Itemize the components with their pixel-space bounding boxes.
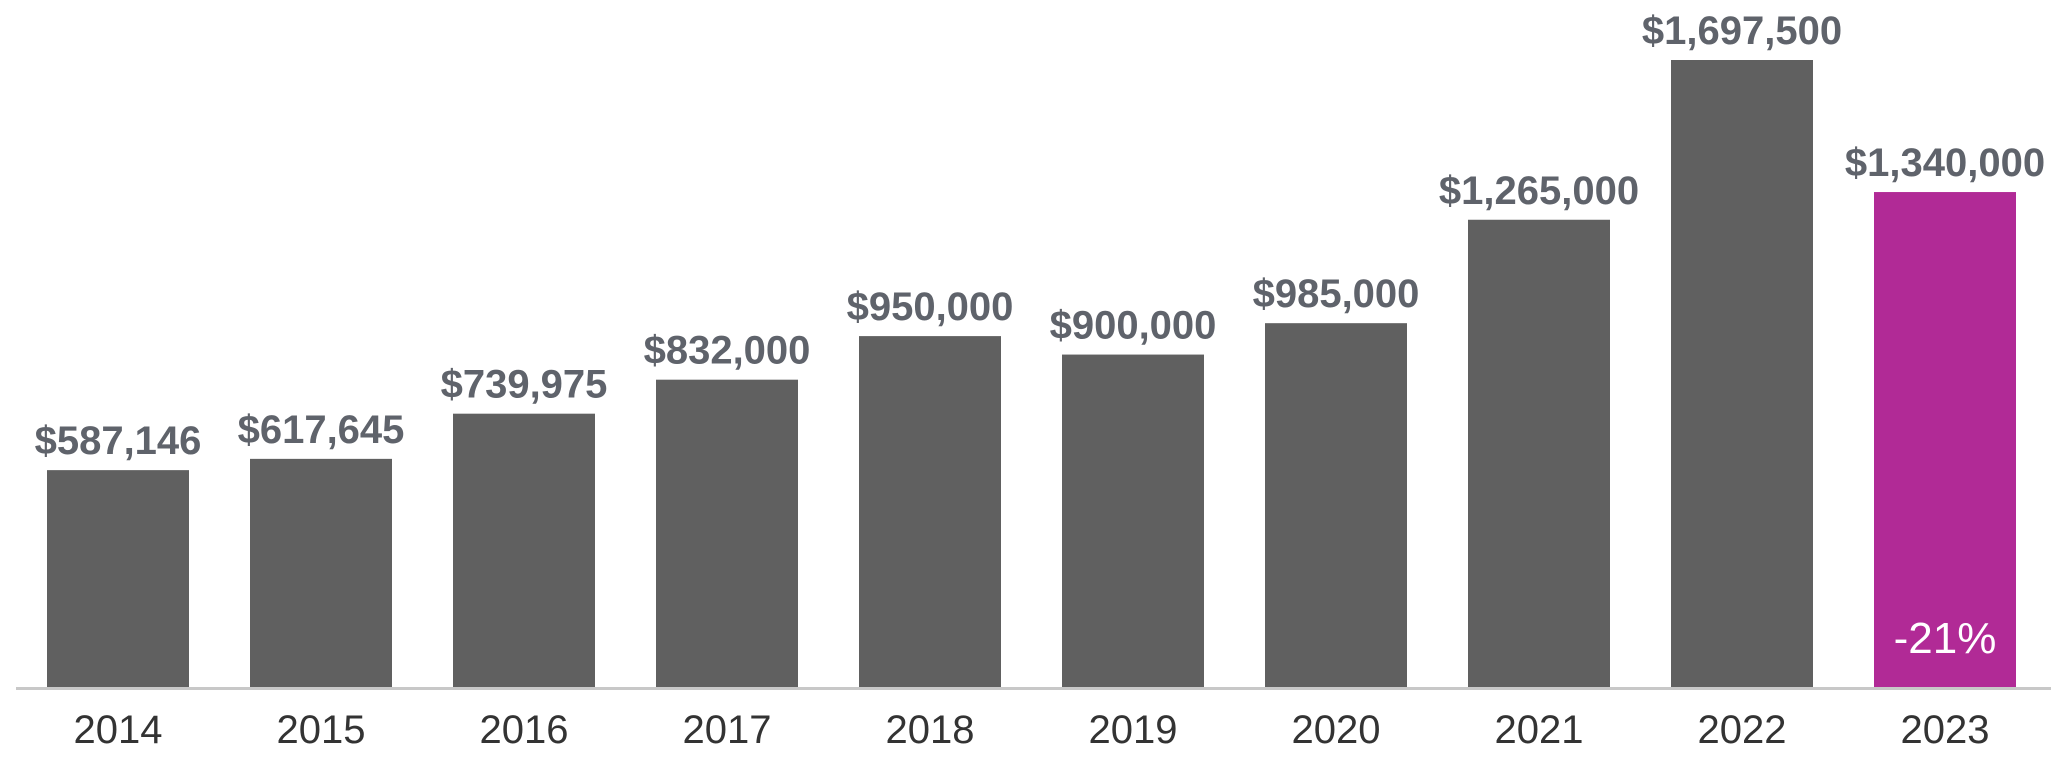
value-label-2017: $832,000 <box>644 329 811 373</box>
bar-2020 <box>1265 323 1407 687</box>
bar-2023 <box>1874 192 2016 688</box>
x-tick-label-2017: 2017 <box>683 708 772 752</box>
bar-2019 <box>1062 354 1204 687</box>
x-tick-label-2019: 2019 <box>1089 708 1178 752</box>
value-label-2014: $587,146 <box>35 419 202 463</box>
annotations-group: -21% <box>1894 614 1997 663</box>
value-label-2023: $1,340,000 <box>1845 141 2045 185</box>
value-label-2022: $1,697,500 <box>1642 9 1842 53</box>
value-label-2021: $1,265,000 <box>1439 169 1639 213</box>
change-annotation: -21% <box>1894 614 1997 663</box>
bars-group <box>47 60 2016 688</box>
x-tick-label-2023: 2023 <box>1901 708 1990 752</box>
x-tick-label-2016: 2016 <box>480 708 569 752</box>
value-label-2016: $739,975 <box>441 363 608 407</box>
bar-2014 <box>47 470 189 687</box>
x-tick-label-2022: 2022 <box>1698 708 1787 752</box>
bar-2017 <box>656 379 798 687</box>
value-label-2020: $985,000 <box>1253 272 1420 316</box>
bar-2022 <box>1671 60 1813 687</box>
value-label-2015: $617,645 <box>238 408 405 452</box>
x-tick-labels-group: 2014 2015 2016 2017 2018 2019 2020 2021 2022 2023 <box>74 708 1990 752</box>
bar-2021 <box>1468 219 1610 687</box>
x-tick-label-2014: 2014 <box>74 708 163 752</box>
bar-2016 <box>453 413 595 687</box>
bar-2015 <box>250 458 392 687</box>
bar-2018 <box>859 336 1001 687</box>
x-tick-label-2020: 2020 <box>1292 708 1381 752</box>
value-labels-group: $587,146 $617,645 $739,975 $832,000 $950,000… <box>35 9 2046 463</box>
value-label-2018: $950,000 <box>847 285 1014 329</box>
x-tick-label-2018: 2018 <box>886 708 975 752</box>
x-tick-label-2015: 2015 <box>277 708 366 752</box>
value-label-2019: $900,000 <box>1050 304 1217 348</box>
x-tick-label-2021: 2021 <box>1495 708 1584 752</box>
